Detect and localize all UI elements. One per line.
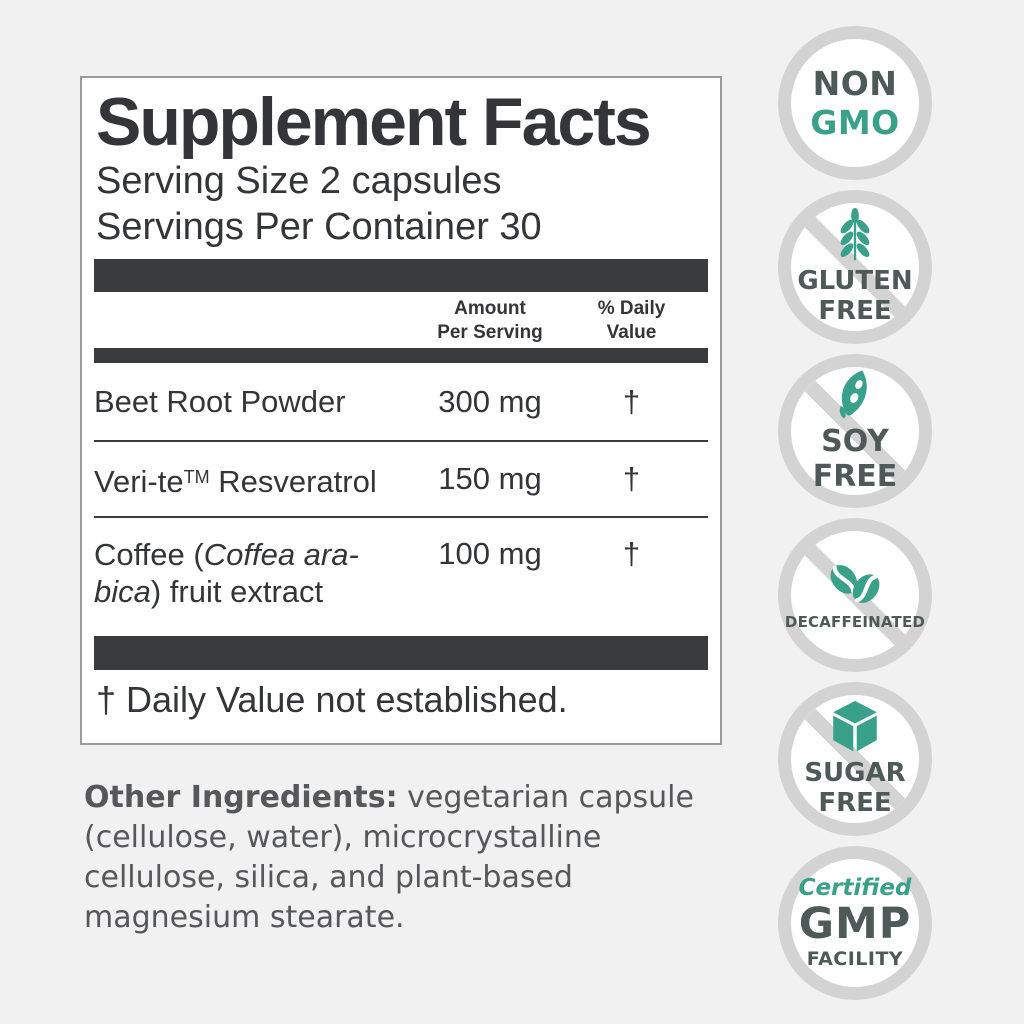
badge-label-gmp: GMP	[798, 899, 912, 949]
soy-pod-icon	[839, 370, 867, 419]
row-separator	[94, 516, 708, 518]
table-row: Coffee (Coffea ara-bica) fruit extract 1…	[94, 518, 708, 636]
other-ingredients-paragraph: Other Ingredients: vegetarian capsule (c…	[84, 778, 694, 938]
row-separator	[94, 440, 708, 442]
trademark-superscript: TM	[183, 466, 210, 487]
divider-bar-top	[94, 259, 708, 292]
badge-label: SUGAR	[804, 758, 906, 788]
divider-bar-bottom	[94, 636, 708, 670]
badge-label: SOY	[821, 424, 889, 459]
table-header-row: Amount Per Serving % Daily Value	[94, 297, 708, 345]
serving-size-text: Serving Size 2 capsules	[96, 160, 502, 202]
badge-content: GLUTEN FREE	[792, 204, 918, 330]
badge-label-facility: FACILITY	[806, 948, 904, 970]
ingredient-name-prefix: Coffee (	[94, 537, 204, 572]
badge-label: GLUTEN	[797, 266, 913, 296]
ingredient-daily-value: †	[622, 536, 641, 571]
ingredient-name-latin-2: bica	[94, 574, 151, 609]
badge-label: DECAFFEINATED	[784, 613, 926, 631]
ingredient-name-rest: Resveratrol	[209, 463, 377, 499]
badge-label: GMO	[810, 103, 900, 142]
badge-sugar-free: SUGAR FREE	[778, 682, 932, 836]
wheat-icon	[840, 208, 870, 261]
ingredient-amount: 150 mg	[438, 461, 542, 496]
badge-gluten-free: GLUTEN FREE	[778, 190, 932, 344]
servings-per-container-text: Servings Per Container 30	[96, 206, 542, 248]
panel-title: Supplement Facts	[96, 84, 652, 160]
badge-content: DECAFFEINATED	[785, 532, 925, 658]
badge-label: FREE	[812, 459, 898, 494]
badge-certified-gmp: Certified GMP FACILITY	[778, 846, 932, 1000]
supplement-facts-panel: Supplement Facts Serving Size 2 capsules…	[80, 76, 722, 745]
badge-label-certified: Certified	[798, 875, 912, 901]
divider-bar-header	[94, 348, 708, 363]
header-amount-line1: Amount	[454, 298, 526, 319]
coffee-beans-icon	[830, 565, 880, 603]
ingredient-name: Coffee (Coffea ara-bica) fruit extract	[94, 536, 425, 610]
ingredient-daily-value: †	[622, 461, 641, 496]
badge-label: FREE	[818, 788, 892, 818]
header-daily-value: % Daily Value	[555, 297, 708, 345]
sugar-cube-icon	[833, 700, 877, 752]
header-dv-line2: Value	[606, 322, 657, 343]
badge-label: NON	[812, 64, 898, 103]
ingredient-amount: 300 mg	[438, 383, 542, 419]
badge-non-gmo: NON GMO	[778, 26, 932, 180]
header-dv-line1: % Daily	[597, 298, 666, 319]
ingredient-name-suffix: ) fruit extract	[150, 574, 324, 609]
header-name-spacer	[94, 297, 425, 345]
badge-content: SOY FREE	[792, 368, 918, 494]
ingredient-name-latin-1: Coffea ara-	[203, 537, 359, 572]
badge-content: Certified GMP FACILITY	[792, 860, 918, 986]
header-amount-per-serving: Amount Per Serving	[425, 297, 555, 345]
ingredient-amount: 100 mg	[438, 536, 542, 571]
badge-content: NON GMO	[792, 40, 918, 166]
ingredient-name: Veri-teTM Resveratrol	[94, 459, 425, 500]
ingredient-name: Beet Root Powder	[94, 384, 346, 419]
badge-decaffeinated: DECAFFEINATED	[778, 518, 932, 672]
other-ingredients-label: Other Ingredients:	[84, 780, 398, 815]
badge-label: FREE	[818, 296, 892, 326]
daily-value-footnote: † Daily Value not established.	[96, 679, 568, 720]
other-ingredients-text: vegetarian capsule (cellulose, water), m…	[84, 780, 694, 935]
ingredient-daily-value: †	[622, 383, 641, 419]
table-row: Veri-teTM Resveratrol 150 mg †	[94, 442, 708, 516]
table-row: Beet Root Powder 300 mg †	[94, 363, 708, 440]
badge-soy-free: SOY FREE	[778, 354, 932, 508]
ingredient-name-base: Veri-te	[94, 463, 184, 499]
badge-content: SUGAR FREE	[792, 696, 918, 822]
header-amount-line2: Per Serving	[437, 322, 543, 343]
badge-column: NON GMO	[778, 26, 932, 1010]
